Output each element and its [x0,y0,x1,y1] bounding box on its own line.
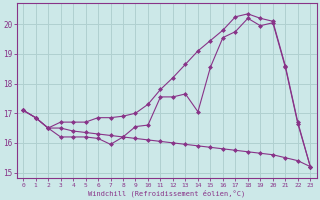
X-axis label: Windchill (Refroidissement éolien,°C): Windchill (Refroidissement éolien,°C) [88,189,245,197]
